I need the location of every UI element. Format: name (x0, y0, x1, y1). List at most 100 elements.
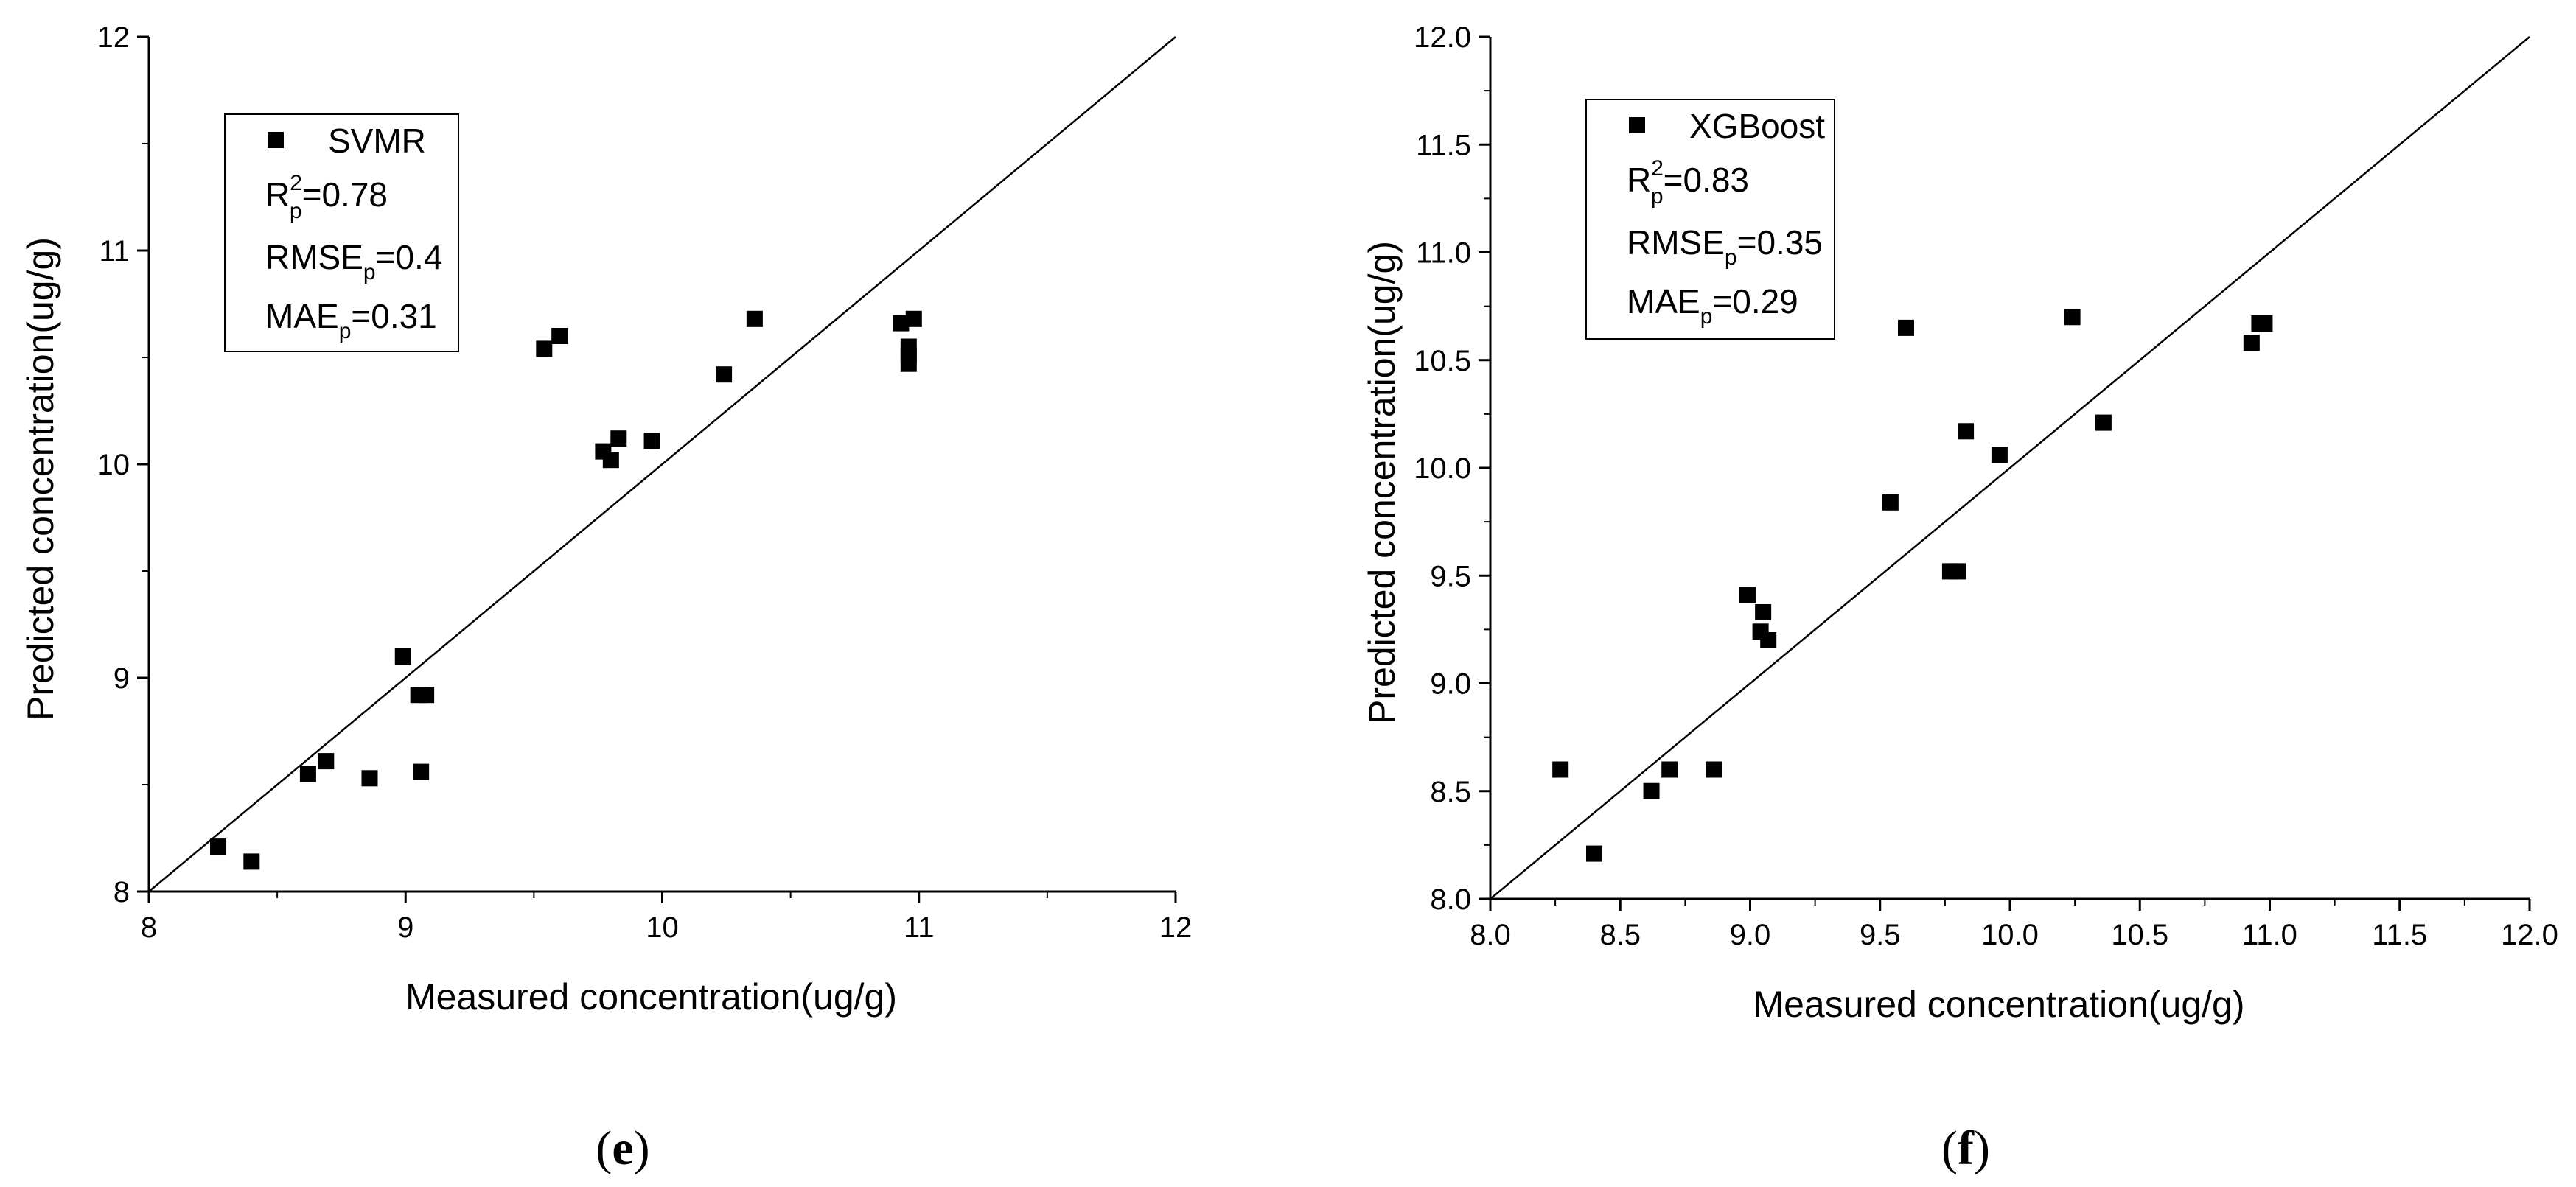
data-point (1755, 603, 1772, 620)
legend-rmse-sub: p (1725, 245, 1737, 270)
legend-mae: MAEp=0.31 (265, 297, 437, 343)
panel-label-close: ) (634, 1121, 650, 1175)
x-tick-label: 9.5 (1860, 919, 1901, 951)
legend-rmse-base: RMSE (265, 238, 363, 276)
data-point (551, 328, 568, 344)
panel-label: (f) (1941, 1121, 1990, 1175)
legend-r2: R2 p=0.78 (265, 171, 388, 223)
x-tick-label: 10.0 (1981, 919, 2039, 951)
x-tick-label: 11 (904, 911, 935, 944)
legend-mae: MAEp=0.29 (1627, 282, 1798, 329)
legend-marker (268, 132, 284, 148)
y-tick-label: 9.5 (1430, 560, 1471, 592)
chart-panel-f: 8.0 8.5 9.0 9.5 10.0 10.5 11.0 11.5 12.0 8.0 8.5 9.… (1361, 21, 2558, 1175)
y-axis-title: Predicted concentration(ug/g) (20, 237, 61, 721)
panel-label-letter: e (612, 1121, 633, 1175)
x-tick-label: 12 (1159, 911, 1193, 944)
y-tick-label: 11 (99, 235, 130, 267)
x-tick-label: 9 (397, 911, 413, 944)
y-tick-label: 10 (97, 449, 130, 481)
legend-rmse-base: RMSE (1627, 223, 1725, 262)
data-point (610, 430, 627, 447)
y-tick-label: 11.5 (1416, 129, 1471, 161)
x-axis-title: Measured concentration(ug/g) (1753, 984, 2244, 1025)
legend-mae-sub: p (1700, 304, 1713, 329)
panel-label-open: ( (596, 1121, 612, 1175)
panel-label-open: ( (1941, 1121, 1958, 1175)
data-point (1882, 494, 1899, 511)
legend-rmse-value: =0.35 (1737, 223, 1823, 262)
data-point (1739, 587, 1756, 603)
data-point (893, 315, 910, 332)
data-point (1898, 319, 1914, 336)
data-point (1586, 845, 1602, 862)
legend-r2-value: =0.78 (302, 175, 388, 214)
data-point (905, 310, 922, 327)
x-tick-label: 9.0 (1730, 919, 1771, 951)
identity-line (1490, 36, 2530, 900)
data-point (1950, 563, 1966, 580)
x-tick-label: 11.5 (2372, 919, 2427, 951)
legend-mae-value: =0.29 (1712, 282, 1798, 321)
panel-label-close: ) (1974, 1121, 1990, 1175)
x-tick-label: 10.5 (2111, 919, 2168, 951)
y-tick-label: 8 (114, 876, 130, 908)
legend-r2-base: R (265, 175, 290, 214)
x-tick-label: 10 (646, 911, 679, 944)
legend-rmse-value: =0.4 (376, 238, 443, 276)
y-tick-label: 9 (114, 662, 130, 695)
legend-r2-sub: p (1651, 184, 1664, 209)
legend-r2-sub: p (290, 199, 302, 223)
x-tick-label: 8 (141, 911, 157, 944)
data-point (2243, 335, 2260, 351)
legend-series-label: SVMR (328, 122, 426, 160)
data-point (1706, 761, 1722, 778)
legend-r2: R2 p=0.83 (1627, 156, 1749, 209)
legend-rmse: RMSEp=0.35 (1627, 223, 1823, 270)
data-point (1552, 761, 1569, 778)
legend-mae-value: =0.31 (351, 297, 436, 335)
data-point (1958, 423, 1975, 440)
data-point (1643, 782, 1660, 799)
legend-r2-sup: 2 (1651, 156, 1664, 181)
data-point (243, 853, 260, 870)
y-tick-label: 10.0 (1414, 452, 1471, 485)
x-tick-label: 8.5 (1599, 919, 1641, 951)
data-point (418, 687, 435, 704)
data-point (210, 838, 227, 855)
x-tick-label: 8.0 (1470, 919, 1511, 951)
legend-rmse: RMSEp=0.4 (265, 238, 442, 284)
legend-mae-base: MAE (265, 297, 339, 335)
data-point (536, 340, 553, 357)
legend-frame (1585, 99, 1835, 340)
y-tick-label: 10.5 (1414, 345, 1471, 377)
panel-label-letter: f (1958, 1121, 1975, 1175)
data-point (716, 366, 733, 383)
data-point (2064, 309, 2081, 326)
data-point (318, 753, 335, 770)
y-tick-label: 8.0 (1430, 883, 1471, 916)
legend-r2-value: =0.83 (1664, 161, 1749, 199)
identity-line (148, 36, 1176, 892)
x-axis-title: Measured concentration(ug/g) (405, 976, 897, 1018)
legend-r2-sup: 2 (290, 171, 302, 195)
data-point (746, 310, 763, 327)
data-point (602, 452, 619, 469)
data-point (299, 766, 316, 782)
y-tick-label: 11.0 (1416, 237, 1471, 270)
y-tick-label: 8.5 (1430, 776, 1471, 808)
data-point (643, 433, 660, 449)
data-point (413, 763, 430, 780)
data-point (1661, 761, 1678, 778)
data-point (2256, 315, 2273, 332)
data-point (2095, 414, 2112, 431)
legend-r2-base: R (1627, 161, 1651, 199)
y-tick-label: 9.0 (1430, 668, 1471, 701)
x-tick-label: 11.0 (2242, 919, 2297, 951)
legend-box: SVMR R2 p=0.78 RMSEp=0.4 MAEp=0.31 (224, 113, 459, 352)
y-tick-label: 12 (97, 21, 130, 54)
x-tick-label: 12.0 (2501, 919, 2558, 951)
data-point (1760, 632, 1777, 648)
